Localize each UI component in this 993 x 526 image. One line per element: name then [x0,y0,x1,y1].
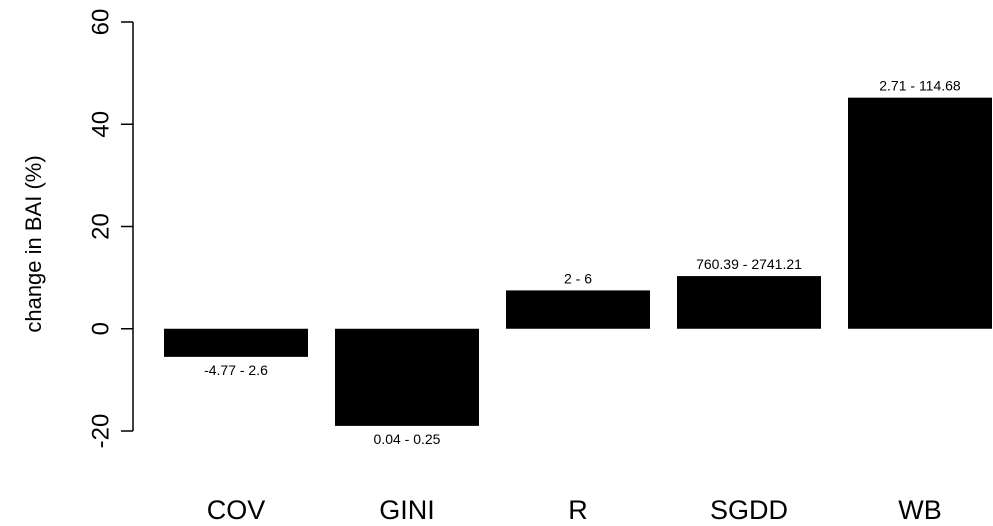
x-category-label: SGDD [710,495,788,525]
x-category-label: WB [898,495,942,525]
bar-gini [335,328,479,426]
x-category-label: GINI [379,495,435,525]
x-category-label: R [568,495,588,525]
bar-data-label: 760.39 - 2741.21 [696,256,802,272]
bar-cov [164,328,308,357]
bar-data-label: -4.77 - 2.6 [204,362,268,378]
bar-data-label: 0.04 - 0.25 [374,431,441,447]
y-tick-label: 40 [87,111,114,138]
bar-data-label: 2.71 - 114.68 [879,78,961,94]
y-tick-label: 0 [87,322,114,335]
bar-data-labels: -4.77 - 2.6 0.04 - 0.25 2 - 6 760.39 - 2741… [204,78,961,447]
x-category-label: COV [207,495,266,525]
y-tick-label: 60 [87,9,114,36]
x-axis-category-labels: COV GINI R SGDD WB [207,495,942,525]
y-axis-title: change in BAI (%) [21,155,46,332]
y-axis: -20 0 20 40 60 [87,9,134,449]
bar-r [506,290,650,329]
bar-wb [848,97,992,329]
y-tick-label: 20 [87,213,114,240]
y-tick-label: -20 [87,414,114,449]
bar-sgdd [677,276,821,329]
bar-data-label: 2 - 6 [564,270,592,286]
bars [164,97,992,426]
